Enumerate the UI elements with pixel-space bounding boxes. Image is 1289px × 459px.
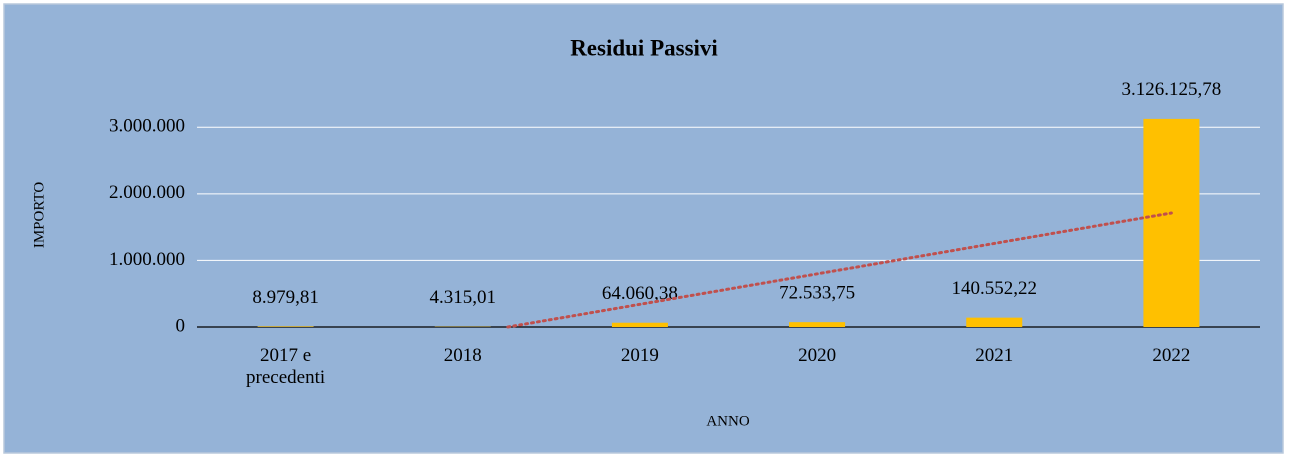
x-tick-label: 2018: [443, 345, 482, 366]
x-tick-label: 2021: [975, 345, 1014, 366]
y-tick-label: 0: [176, 315, 186, 336]
data-label: 64.060,38: [602, 283, 678, 304]
y-tick-label: 3.000.000: [109, 116, 185, 137]
bar: [966, 317, 1023, 327]
trendline: [506, 211, 1173, 329]
x-tick-label: 2017 e precedenti: [246, 345, 326, 388]
bar: [257, 326, 314, 327]
x-axis-title: ANNO: [706, 413, 749, 429]
bar: [789, 322, 846, 327]
x-tick-label: 2020: [798, 345, 837, 366]
x-tick-label: 2019: [620, 345, 659, 366]
bar: [611, 322, 668, 327]
chart-background: [3, 3, 1284, 454]
data-label: 4.315,01: [430, 287, 497, 308]
x-tick-label: 2022: [1152, 345, 1191, 366]
y-axis-title: IMPORTO: [31, 182, 47, 249]
y-tick-label: 2.000.000: [109, 182, 185, 203]
y-tick-label: 1.000.000: [109, 249, 185, 270]
chart-title: Residui Passivi: [570, 35, 718, 60]
data-label: 72.533,75: [779, 283, 855, 304]
data-label: 8.979,81: [252, 287, 319, 308]
data-label: 3.126.125,78: [1122, 79, 1222, 100]
bar: [1143, 118, 1200, 327]
data-label: 140.552,22: [952, 278, 1038, 299]
